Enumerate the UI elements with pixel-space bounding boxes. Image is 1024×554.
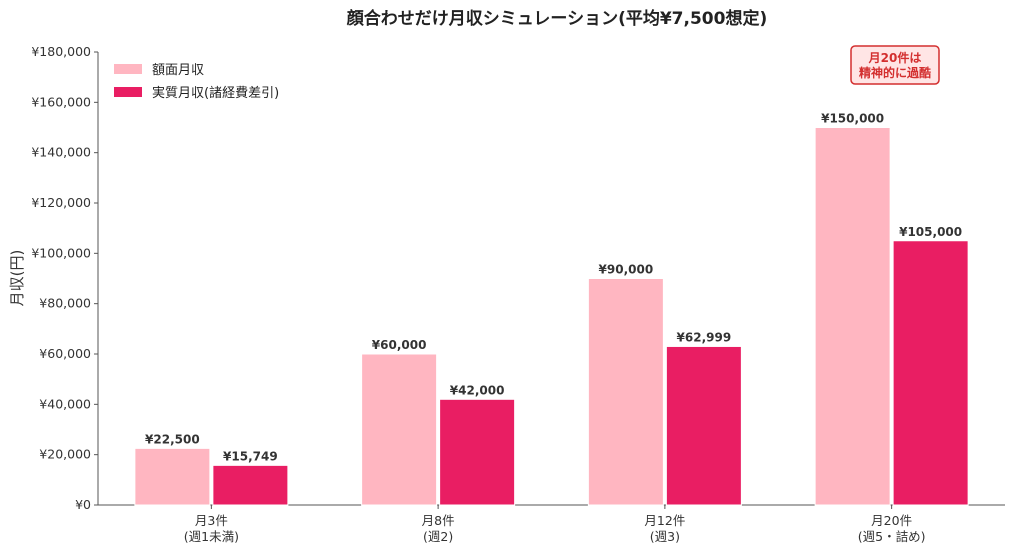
annotation-text: 月20件は [868, 50, 922, 65]
legend-label: 額面月収 [152, 63, 204, 78]
y-tick-label: ¥60,000 [39, 346, 91, 361]
bar [439, 398, 516, 506]
annotation-frame [850, 45, 940, 85]
data-label: ¥15,749 [223, 449, 278, 463]
y-tick-label: ¥100,000 [31, 245, 91, 260]
bar [665, 345, 742, 506]
bar [814, 127, 891, 506]
data-label: ¥105,000 [899, 225, 962, 239]
bar [892, 240, 969, 506]
y-tick-label: ¥0 [75, 497, 91, 512]
bars: ¥22,500 ¥15,749 ¥60,000 ¥42,000 ¥90,000 ¥62,9… [134, 112, 969, 506]
data-label: ¥22,500 [145, 432, 200, 446]
data-label: ¥150,000 [821, 112, 884, 126]
y-tick-label: ¥140,000 [31, 145, 91, 160]
axes: ¥0 ¥20,000 ¥40,000 ¥60,000 ¥80,000 ¥100,000 ¥1… [31, 44, 1005, 544]
x-tick-label: 月20件(週5・詰め) [858, 513, 926, 544]
legend-swatch [114, 64, 142, 74]
y-tick-label: ¥120,000 [31, 195, 91, 210]
y-tick-label: ¥160,000 [31, 94, 91, 109]
data-label: ¥60,000 [372, 338, 427, 352]
bar [134, 447, 211, 506]
bar [587, 278, 664, 506]
data-label: ¥90,000 [599, 263, 654, 277]
y-tick-label: ¥40,000 [39, 396, 91, 411]
x-tick-label: 月3件(週1未満) [184, 513, 239, 544]
x-tick-label: 月8件(週2) [422, 513, 455, 544]
data-label: ¥42,000 [450, 383, 505, 397]
y-tick-label: ¥180,000 [31, 44, 91, 59]
y-tick-label: ¥80,000 [39, 296, 91, 311]
y-tick-label: ¥20,000 [39, 447, 91, 462]
y-axis-label: 月収(円) [8, 250, 26, 307]
data-label: ¥62,999 [677, 330, 732, 344]
bar [361, 353, 438, 506]
bar [212, 464, 289, 506]
annotation-text: 精神的に過酷 [859, 65, 931, 80]
chart-title: 顔合わせだけ月収シミュレーション(平均¥7,500想定) [346, 8, 767, 29]
legend-label: 実質月収(諸経費差引) [152, 85, 279, 101]
legend-swatch [114, 87, 142, 97]
x-tick-label: 月12件(週3) [644, 513, 685, 544]
